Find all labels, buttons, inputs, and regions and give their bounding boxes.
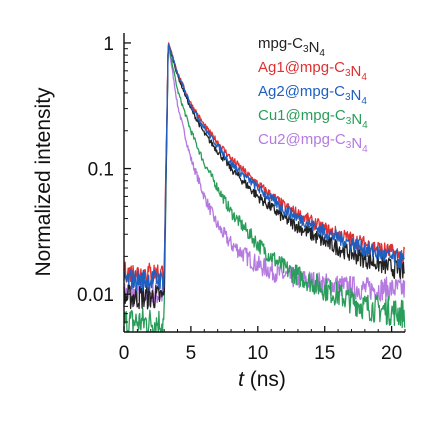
x-axis-title-italic: t (238, 368, 245, 391)
ticks: 0 5 10 15 20 0.01 0.1 1 (77, 34, 406, 364)
y-tick-label: 0.01 (77, 285, 114, 306)
legend-entry: Cu2@mpg-C3N4 (258, 131, 368, 155)
y-tick-label: 0.1 (88, 160, 114, 181)
series-line (123, 43, 405, 292)
y-tick-label: 1 (103, 34, 114, 55)
legend-entry: Ag2@mpg-C3N4 (258, 83, 367, 107)
x-tick-label: 5 (186, 343, 197, 364)
x-axis-title: t (ns) (238, 368, 286, 391)
x-tick-label: 15 (314, 343, 335, 364)
x-tick-label: 10 (247, 343, 268, 364)
x-axis-title-unit: (ns) (244, 368, 286, 391)
axes (123, 33, 405, 333)
legend-entry: Ag1@mpg-C3N4 (258, 59, 367, 83)
decay-curves (123, 42, 406, 333)
series-line (123, 43, 406, 333)
y-axis-title: Normalized intensity (32, 87, 55, 277)
series-line (123, 44, 406, 307)
x-tick-label: 0 (119, 343, 130, 364)
legend: mpg-C3N4Ag1@mpg-C3N4Ag2@mpg-C3N4Cu1@mpg-… (258, 35, 368, 155)
legend-entry: Cu1@mpg-C3N4 (258, 107, 368, 131)
x-tick-label: 20 (381, 343, 402, 364)
legend-entry: mpg-C3N4 (258, 35, 325, 59)
